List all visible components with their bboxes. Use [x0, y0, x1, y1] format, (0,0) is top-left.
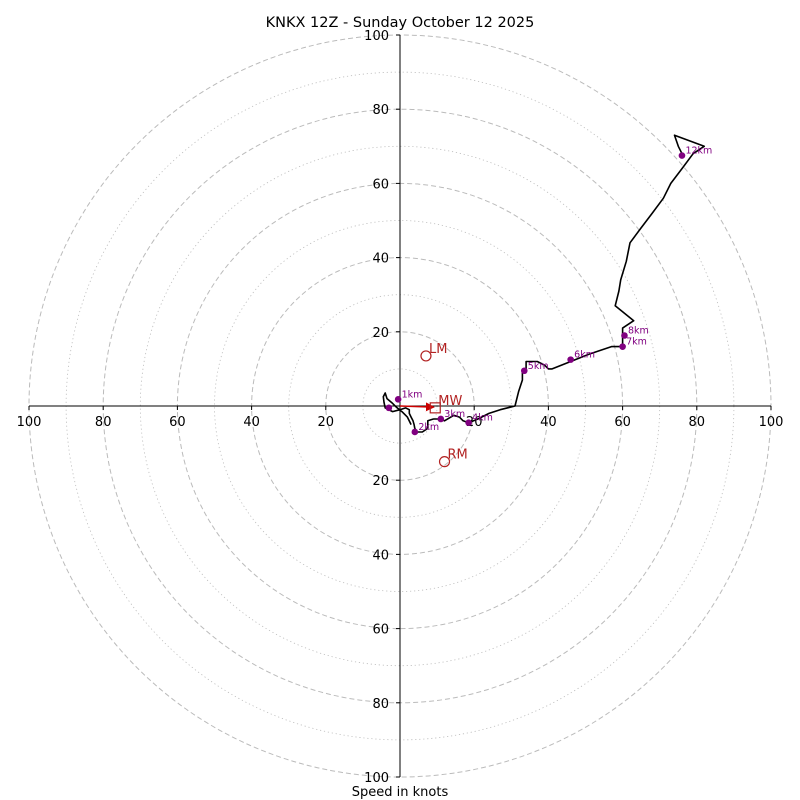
height-marker-dot: [621, 332, 628, 339]
x-tick-label: 80: [689, 415, 706, 430]
height-marker-dot: [619, 343, 626, 350]
chart-title: KNKX 12Z - Sunday October 12 2025: [266, 15, 535, 31]
y-tick-label: 40: [372, 548, 389, 563]
height-marker-label: 5km: [528, 361, 549, 372]
y-tick-label: 20: [372, 326, 389, 341]
y-tick-label: 80: [372, 697, 389, 712]
y-tick-label: 60: [372, 623, 389, 638]
shear-vector: [399, 402, 435, 412]
height-marker-label: 4km: [472, 413, 493, 424]
storm-marker-mw: [429, 402, 441, 414]
height-marker-dot: [465, 419, 472, 426]
height-marker-label: 1km: [402, 389, 423, 400]
y-tick-label: 20: [372, 474, 389, 489]
x-tick-label: 100: [17, 415, 42, 430]
y-tick-label: 80: [372, 103, 389, 118]
y-tick-label: 40: [372, 252, 389, 267]
hodograph-line: [382, 134, 706, 433]
y-tick-label: 100: [364, 29, 389, 44]
x-tick-label: 40: [540, 415, 557, 430]
height-marker-dot: [385, 404, 393, 412]
height-marker-dot: [437, 415, 445, 423]
x-tick-label: 60: [614, 415, 631, 430]
height-marker-dot: [520, 367, 528, 375]
storm-marker-lm: [420, 350, 432, 362]
x-axis-label: Speed in knots: [352, 785, 449, 800]
height-marker-dot: [411, 428, 419, 436]
height-marker-dot: [394, 396, 402, 403]
storm-motion-markers: LM MW RM: [420, 342, 468, 468]
x-tick-label: 100: [759, 415, 784, 430]
x-tick-label: 40: [243, 415, 260, 430]
storm-label-lm: LM: [429, 342, 447, 357]
height-marker-label: 8km: [628, 326, 649, 337]
height-marker-label: 2km: [418, 422, 439, 433]
height-marker-dot: [567, 356, 574, 363]
x-tick-label: 80: [95, 415, 112, 430]
y-tick-label: 60: [372, 177, 389, 192]
x-tick-label: 60: [169, 415, 186, 430]
y-tick-label: 100: [364, 771, 389, 786]
height-marker-label: 3km: [444, 409, 465, 420]
height-marker-label: 6km: [574, 350, 595, 361]
height-marker-label: 7km: [626, 337, 647, 348]
storm-label-rm: RM: [448, 448, 468, 463]
wind-profile: [382, 134, 706, 433]
height-marker-label: 12km: [685, 146, 712, 157]
axes: 100 80 60 40 20 20 40 60 80 100100806040202040608…: [17, 29, 784, 786]
storm-marker-rm: [438, 456, 451, 468]
storm-label-mw: MW: [438, 394, 462, 409]
height-marker-dot: [678, 152, 686, 159]
x-tick-label: 20: [318, 415, 335, 430]
